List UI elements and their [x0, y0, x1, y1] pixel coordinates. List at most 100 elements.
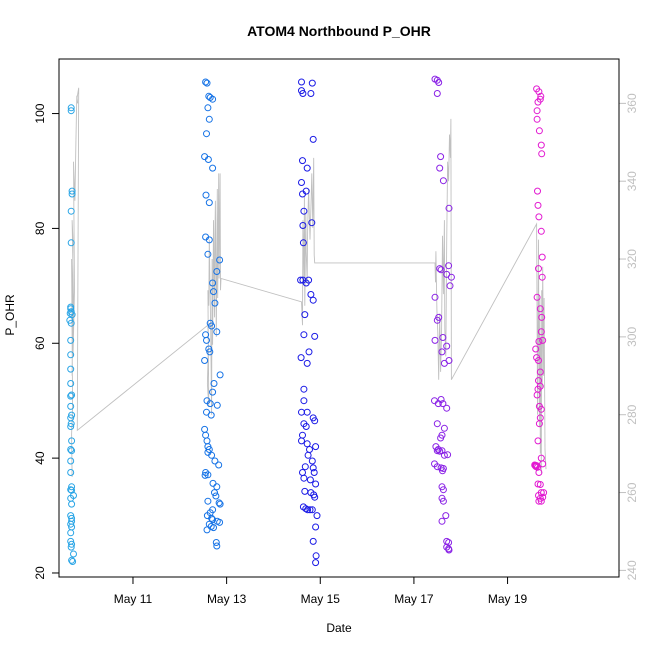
- data-point: [300, 331, 308, 339]
- data-point: [445, 204, 453, 212]
- data-point: [537, 328, 545, 336]
- data-point: [216, 256, 224, 264]
- y2-tick-label: 320: [625, 249, 639, 269]
- data-point: [436, 265, 444, 273]
- data-point: [533, 391, 541, 399]
- data-point: [309, 296, 317, 304]
- data-point: [439, 467, 446, 475]
- data-point: [69, 558, 77, 565]
- data-point: [299, 190, 306, 198]
- data-point: [440, 451, 448, 459]
- data-point: [211, 457, 219, 465]
- data-point: [300, 474, 308, 482]
- data-point: [299, 157, 306, 165]
- data-point: [67, 543, 75, 551]
- data-point: [446, 282, 454, 290]
- data-point: [300, 385, 308, 393]
- data-point: [298, 78, 305, 86]
- data-point: [439, 400, 447, 408]
- data-point: [204, 156, 212, 163]
- data-point: [67, 308, 75, 316]
- y2-tick-label: 300: [625, 327, 639, 347]
- y2-tick-label: 360: [625, 93, 639, 113]
- data-point: [445, 262, 453, 270]
- data-point: [215, 499, 223, 507]
- y2-tick-label: 340: [625, 171, 639, 191]
- data-point: [209, 388, 217, 396]
- data-point: [309, 537, 317, 545]
- data-point: [313, 512, 321, 520]
- data-point: [431, 336, 439, 344]
- data-point: [211, 299, 219, 307]
- data-point: [208, 322, 216, 330]
- data-point: [303, 440, 311, 448]
- data-point: [307, 90, 315, 97]
- data-point: [537, 227, 545, 235]
- data-point: [534, 201, 542, 209]
- data-point: [204, 471, 212, 479]
- data-point: [66, 309, 74, 317]
- data-point: [309, 135, 317, 143]
- data-point: [67, 446, 75, 453]
- data-point: [308, 506, 316, 514]
- data-point: [298, 179, 305, 186]
- series-2: [297, 78, 321, 567]
- data-point: [443, 342, 451, 350]
- data-point: [438, 517, 446, 525]
- data-point: [210, 380, 218, 387]
- data-point: [445, 546, 453, 554]
- data-point: [312, 552, 320, 560]
- data-point: [216, 518, 224, 526]
- y-tick-label: 20: [33, 566, 47, 580]
- data-point: [301, 463, 309, 471]
- data-point: [303, 359, 311, 367]
- data-point: [67, 336, 75, 344]
- data-point: [68, 500, 76, 508]
- data-point: [204, 104, 212, 112]
- data-point: [437, 153, 445, 161]
- data-point: [534, 187, 541, 195]
- series-3: [431, 75, 455, 554]
- chart-title: ATOM4 Northbound P_OHR: [247, 23, 431, 39]
- y-tick-label: 80: [33, 221, 47, 235]
- data-point: [312, 559, 320, 567]
- data-point: [68, 483, 76, 491]
- data-point: [307, 291, 315, 298]
- data-point: [539, 460, 547, 468]
- data-point: [539, 493, 547, 501]
- data-point: [438, 348, 446, 356]
- y-tick-label: 100: [33, 103, 47, 123]
- data-point: [439, 177, 447, 185]
- data-point: [300, 207, 308, 215]
- data-point: [308, 79, 316, 87]
- data-point: [201, 357, 209, 364]
- data-point: [534, 98, 542, 106]
- data-point: [304, 506, 312, 514]
- data-point: [437, 266, 445, 274]
- data-point: [67, 207, 75, 215]
- data-point: [533, 293, 541, 301]
- data-point: [439, 497, 447, 505]
- data-point: [67, 469, 75, 476]
- data-point: [311, 332, 319, 340]
- data-point: [537, 92, 545, 100]
- data-point: [439, 334, 447, 341]
- data-point: [213, 483, 221, 491]
- data-point: [68, 391, 76, 399]
- data-point: [68, 437, 76, 445]
- data-point: [204, 250, 212, 258]
- x-tick-label: May 11: [114, 592, 153, 606]
- data-point: [209, 516, 217, 524]
- data-point: [535, 357, 542, 364]
- data-point: [68, 517, 76, 525]
- y2-tick-label: 280: [625, 404, 639, 424]
- data-point: [212, 492, 220, 500]
- data-point: [302, 423, 310, 430]
- data-point: [206, 400, 214, 408]
- data-points-layer: [66, 75, 548, 567]
- data-point: [302, 505, 310, 513]
- data-point: [67, 402, 75, 410]
- data-point: [67, 457, 75, 465]
- data-point: [535, 420, 543, 428]
